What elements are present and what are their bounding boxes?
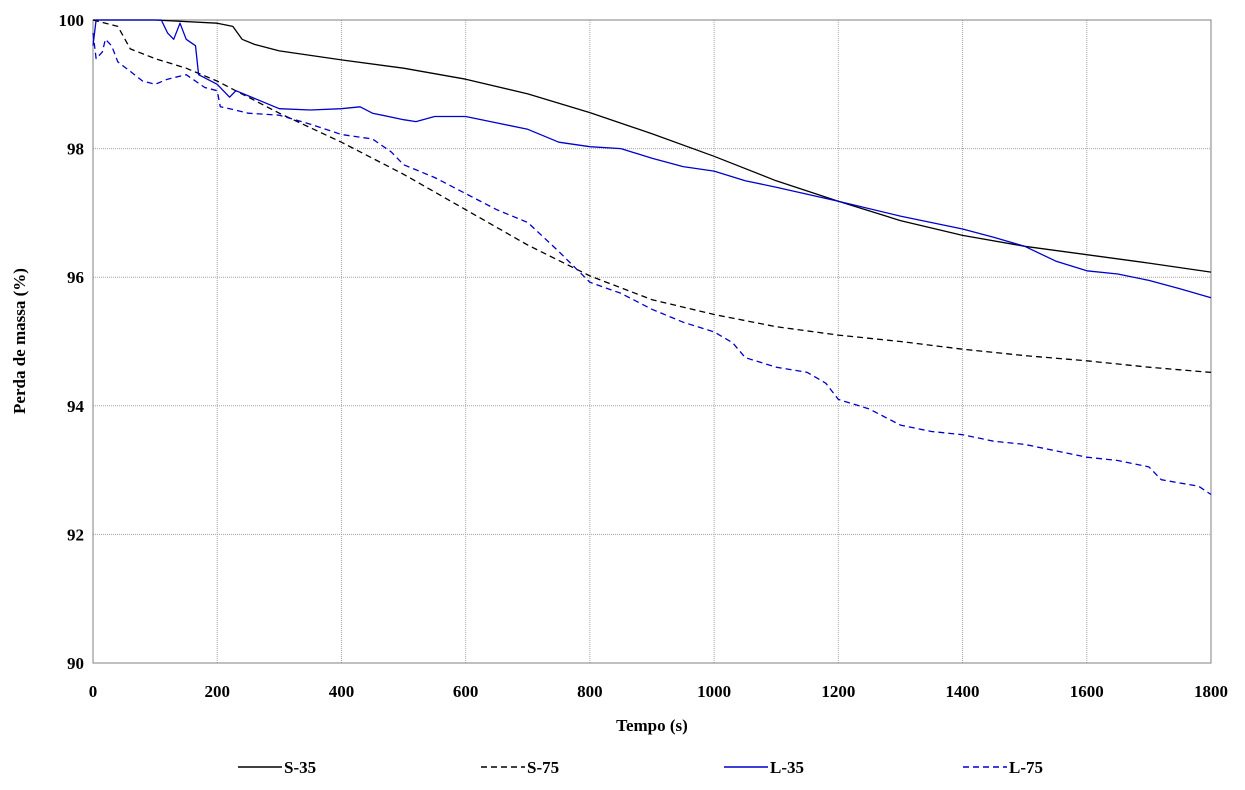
- legend-label-s-75: S-75: [527, 758, 559, 777]
- x-tick-label: 400: [329, 682, 355, 701]
- x-tick-label: 1600: [1070, 682, 1104, 701]
- x-tick-label: 0: [89, 682, 98, 701]
- y-tick-label: 96: [67, 268, 84, 287]
- series-lines: [92, 19, 1212, 496]
- series-line-s-75: [92, 19, 1212, 374]
- y-tick-label: 94: [67, 397, 85, 416]
- x-tick-label: 600: [453, 682, 479, 701]
- grid: [93, 20, 1211, 663]
- x-axis-title: Tempo (s): [616, 716, 688, 735]
- plot-area-frame: [92, 19, 1212, 664]
- series-line-l-75: [92, 32, 1212, 496]
- y-tick-label: 90: [67, 654, 84, 673]
- x-tick-label: 1800: [1194, 682, 1228, 701]
- x-tick-label: 1000: [697, 682, 731, 701]
- x-tick-label: 800: [577, 682, 603, 701]
- y-tick-label: 100: [59, 11, 85, 30]
- legend: S-35 S-75 L-35 L-75: [238, 758, 1043, 777]
- x-tick-label: 200: [204, 682, 230, 701]
- y-tick-label: 98: [67, 140, 84, 159]
- x-axis-tick-labels: 0 200 400 600 800 1000 1200 1400 1600 1800: [89, 682, 1228, 701]
- legend-label-l-35: L-35: [770, 758, 804, 777]
- legend-label-l-75: L-75: [1009, 758, 1043, 777]
- y-axis-tick-labels: 90 92 94 96 98 100: [59, 11, 85, 673]
- series-line-l-35: [92, 19, 1212, 299]
- legend-label-s-35: S-35: [284, 758, 316, 777]
- x-tick-label: 1400: [946, 682, 980, 701]
- y-axis-title: Perda de massa (%): [10, 268, 29, 414]
- y-tick-label: 92: [67, 525, 84, 544]
- series-line-s-35: [93, 19, 1212, 273]
- x-tick-label: 1200: [821, 682, 855, 701]
